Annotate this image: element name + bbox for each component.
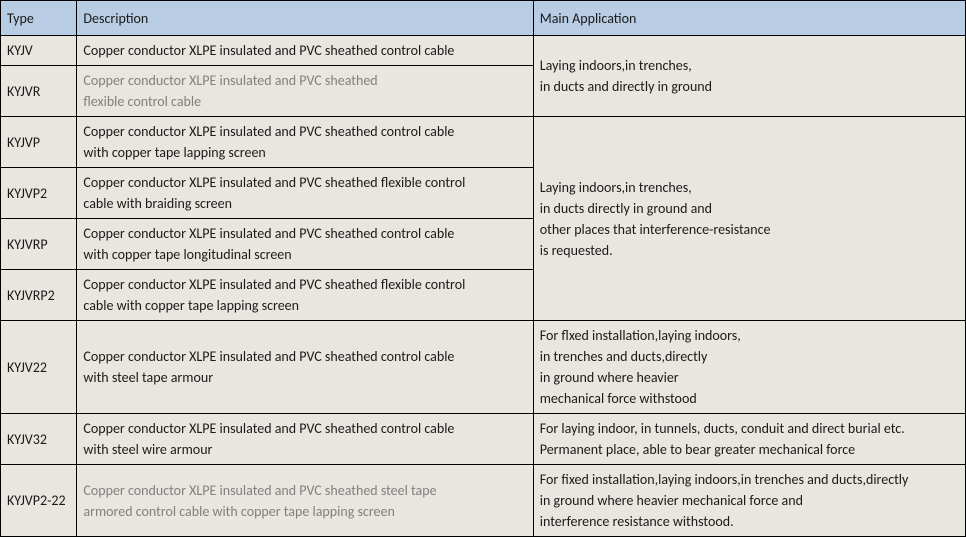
cable-spec-table: Type Description Main Application KYJVCo…	[0, 0, 966, 537]
cell-type: KYJVR	[1, 66, 77, 117]
cell-application: For laying indoor, in tunnels, ducts, co…	[533, 414, 965, 465]
cell-description: Copper conductor XLPE insulated and PVC …	[77, 321, 533, 414]
cell-type: KYJVP	[1, 117, 77, 168]
col-header-application: Main Application	[533, 1, 965, 36]
col-header-type: Type	[1, 1, 77, 36]
cell-description: Copper conductor XLPE insulated and PVC …	[77, 465, 533, 537]
cell-type: KYJVRP	[1, 219, 77, 270]
cell-application: For fixed installation,laying indoors,in…	[533, 465, 965, 537]
table-row: KYJVCopper conductor XLPE insulated and …	[1, 36, 966, 66]
cell-description: Copper conductor XLPE insulated and PVC …	[77, 414, 533, 465]
table-header-row: Type Description Main Application	[1, 1, 966, 36]
table-row: KYJVPCopper conductor XLPE insulated and…	[1, 117, 966, 168]
cell-type: KYJVP2-22	[1, 465, 77, 537]
table-body: KYJVCopper conductor XLPE insulated and …	[1, 36, 966, 537]
cell-application: For flxed installation,laying indoors,in…	[533, 321, 965, 414]
cell-application: Laying indoors,in trenches,in ducts and …	[533, 36, 965, 117]
cell-description: Copper conductor XLPE insulated and PVC …	[77, 117, 533, 168]
cell-description: Copper conductor XLPE insulated and PVC …	[77, 66, 533, 117]
table-row: KYJVP2-22Copper conductor XLPE insulated…	[1, 465, 966, 537]
col-header-description: Description	[77, 1, 533, 36]
table-row: KYJV32Copper conductor XLPE insulated an…	[1, 414, 966, 465]
table-row: KYJV22Copper conductor XLPE insulated an…	[1, 321, 966, 414]
cell-type: KYJV22	[1, 321, 77, 414]
cell-description: Copper conductor XLPE insulated and PVC …	[77, 36, 533, 66]
cell-type: KYJV	[1, 36, 77, 66]
cell-description: Copper conductor XLPE insulated and PVC …	[77, 270, 533, 321]
cell-type: KYJVP2	[1, 168, 77, 219]
cell-description: Copper conductor XLPE insulated and PVC …	[77, 219, 533, 270]
cell-application: Laying indoors,in trenches,in ducts dire…	[533, 117, 965, 321]
cell-type: KYJVRP2	[1, 270, 77, 321]
cell-description: Copper conductor XLPE insulated and PVC …	[77, 168, 533, 219]
cell-type: KYJV32	[1, 414, 77, 465]
